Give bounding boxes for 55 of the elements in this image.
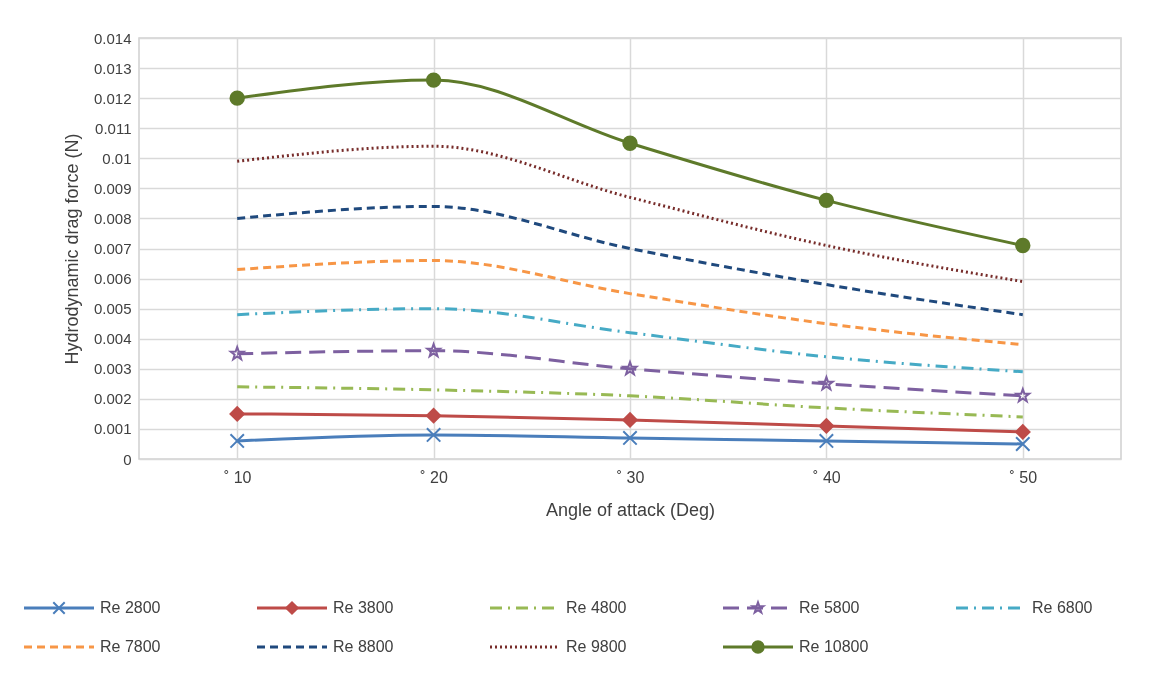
line-series: [235, 307, 1025, 374]
x-tick-label: ˚ 10: [223, 468, 252, 486]
y-tick-label: 0.014: [93, 29, 132, 47]
point: [622, 135, 638, 151]
line-series: [235, 144, 1025, 284]
point: [818, 433, 835, 449]
point: [819, 376, 834, 391]
y-tick-label: 0.004: [93, 330, 132, 348]
point: [229, 346, 245, 361]
y-tick-label: 0.002: [93, 390, 132, 408]
x-tick-label: ˚ 50: [1009, 468, 1038, 486]
y-tick-label: 0.012: [93, 89, 132, 107]
point: [1015, 436, 1031, 452]
y-tick-label: 0.001: [93, 420, 132, 438]
legend-label: Re 6800: [1032, 599, 1093, 616]
y-tick-label: 0: [123, 450, 132, 468]
legend-label: Re 10800: [799, 638, 869, 655]
line-series: [235, 204, 1025, 317]
x-axis-title: Angle of attack (Deg): [545, 499, 716, 520]
y-tick-label: 0.01: [102, 149, 132, 167]
legend-label: Re 8800: [333, 638, 394, 655]
legend-label: Re 5800: [799, 599, 860, 616]
point: [1015, 237, 1031, 254]
y-tick-label: 0.013: [93, 59, 132, 77]
legend-label: Re 9800: [566, 638, 627, 655]
y-tick-label: 0.008: [93, 209, 132, 227]
y-tick-label: 0.003: [93, 360, 132, 378]
point: [1015, 424, 1031, 440]
legend-label: Re 2800: [100, 599, 161, 616]
point: [1015, 388, 1031, 403]
point: [818, 192, 835, 209]
point: [229, 90, 245, 106]
y-tick-label: 0.011: [95, 119, 132, 137]
x-tick-label: ˚ 40: [813, 468, 841, 486]
y-tick-label: 0.006: [93, 270, 132, 288]
x-tick-label: ˚ 20: [420, 468, 448, 486]
y-tick-label: 0.009: [93, 179, 132, 197]
point: [622, 430, 638, 446]
point: [229, 406, 245, 422]
point: [818, 418, 835, 434]
y-tick-label: 0.007: [93, 240, 132, 257]
point: [425, 72, 442, 88]
point: [622, 412, 638, 428]
point: [425, 427, 442, 443]
legend-label: Re 7800: [100, 638, 161, 655]
point: [426, 343, 441, 358]
point: [622, 361, 638, 376]
y-tick-label: 0.005: [93, 300, 132, 318]
x-tick-label: ˚ 30: [616, 468, 645, 486]
legend-label: Re 3800: [333, 599, 394, 616]
legend-label: Re 4800: [566, 599, 627, 616]
y-axis-title: Hydrodynamic drag force (N): [61, 133, 82, 365]
point: [425, 407, 442, 424]
line-series: [235, 385, 1025, 419]
point: [229, 433, 245, 449]
